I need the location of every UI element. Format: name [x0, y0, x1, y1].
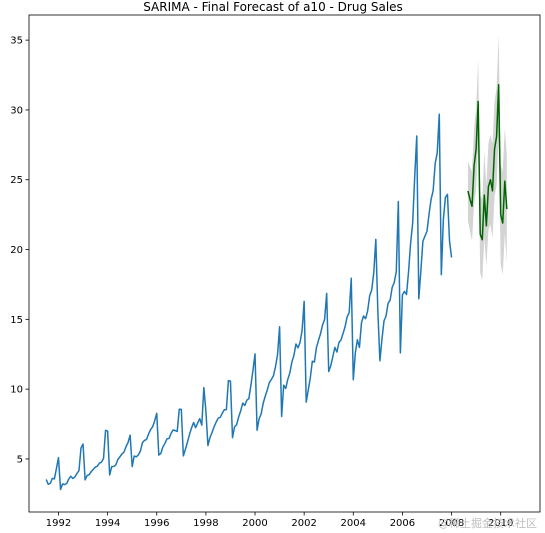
x-tick-label: 2000: [242, 518, 267, 529]
forecast-series-layer: [467, 84, 508, 241]
x-tick-label: 2008: [439, 518, 464, 529]
y-tick-label: 15: [10, 315, 23, 326]
chart-title: SARIMA - Final Forecast of a10 - Drug Sa…: [143, 0, 403, 14]
x-axis: 1992 1994 1996 1998 2000 2002 2004 2006 2008 2010: [46, 512, 513, 529]
forecast-confidence-band: [467, 34, 507, 281]
x-tick-label: 1996: [144, 518, 169, 529]
plot-frame: [28, 14, 541, 513]
y-tick-label: 25: [10, 175, 23, 186]
y-axis: 5 10 15 20 25 30 35: [10, 36, 29, 465]
x-tick-label: 1998: [193, 518, 218, 529]
y-tick-label: 10: [10, 385, 23, 396]
y-tick-label: 5: [17, 454, 23, 465]
x-tick-label: 2002: [291, 518, 316, 529]
y-tick-label: 20: [10, 245, 23, 256]
actual-series-line: [45, 113, 453, 491]
x-tick-label: 2006: [390, 518, 415, 529]
watermark: @稀土掘金技术社区: [438, 516, 537, 530]
forecast-series-line: [467, 84, 508, 241]
y-tick-label: 35: [10, 36, 23, 47]
actual-series-layer: [45, 113, 453, 491]
x-tick-label: 2010: [488, 518, 513, 529]
y-tick-label: 30: [10, 105, 23, 116]
confidence-interval-layer: [467, 34, 507, 281]
x-tick-label: 1994: [95, 518, 120, 529]
x-tick-label: 1992: [46, 518, 71, 529]
x-tick-label: 2004: [341, 518, 366, 529]
